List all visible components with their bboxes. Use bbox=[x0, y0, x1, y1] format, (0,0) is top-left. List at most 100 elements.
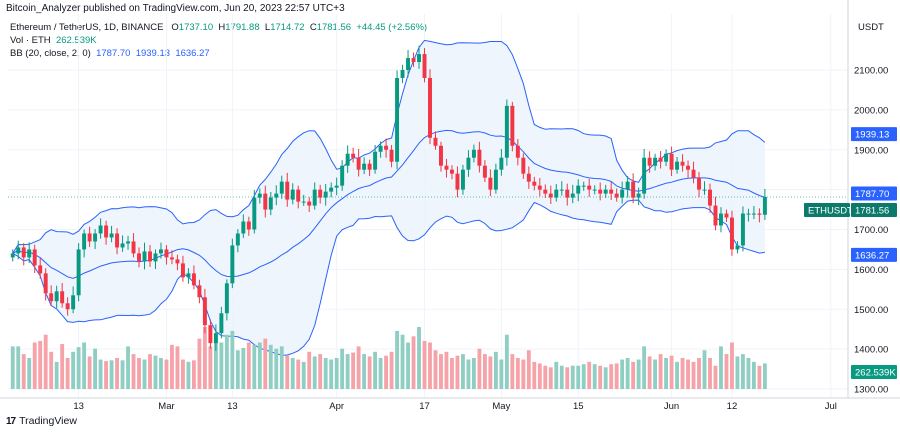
volume-bar bbox=[752, 361, 756, 389]
candle-body bbox=[323, 191, 328, 198]
volume-bar bbox=[351, 352, 356, 389]
candle-body bbox=[191, 273, 196, 286]
y-tick-label: 1500.00 bbox=[854, 305, 888, 316]
volume-bar bbox=[235, 350, 240, 389]
volume-bar bbox=[620, 359, 625, 389]
x-tick-label: Jun bbox=[664, 401, 679, 412]
volume-bar bbox=[537, 363, 542, 389]
x-tick-label: Jul bbox=[825, 401, 837, 412]
candle-body bbox=[367, 163, 372, 170]
candle-body bbox=[71, 295, 76, 310]
volume-bar bbox=[257, 342, 262, 389]
volume-bar bbox=[10, 346, 15, 389]
volume-bar bbox=[60, 344, 65, 389]
candle-body bbox=[598, 189, 603, 194]
volume-bar bbox=[746, 358, 751, 389]
volume-bar bbox=[109, 360, 114, 389]
candle-body bbox=[43, 273, 48, 294]
volume-bar bbox=[274, 348, 279, 389]
candle-body bbox=[631, 181, 636, 198]
volume-bar bbox=[757, 365, 762, 389]
candle-body bbox=[202, 297, 207, 326]
candle-body bbox=[455, 173, 460, 190]
volume-bar bbox=[219, 342, 224, 389]
volume-bar bbox=[697, 358, 701, 389]
candle-body bbox=[268, 197, 273, 210]
bb-fill bbox=[12, 40, 765, 356]
volume-bar bbox=[653, 359, 658, 389]
x-tick-label: Mar bbox=[158, 401, 174, 412]
volume-bar bbox=[504, 334, 509, 389]
candle-body bbox=[499, 157, 504, 170]
candle-body bbox=[680, 161, 685, 166]
bb-lower-tag-bg bbox=[851, 247, 897, 262]
volume-bar bbox=[181, 359, 185, 389]
volume-bar bbox=[450, 358, 454, 389]
volume-bar bbox=[307, 351, 312, 389]
candle-body bbox=[219, 313, 224, 334]
volume-bar bbox=[32, 342, 37, 389]
candle-body bbox=[620, 189, 625, 198]
close-label: C bbox=[309, 22, 317, 33]
volume-bar bbox=[246, 342, 251, 389]
candle-body bbox=[329, 187, 334, 192]
candle-body bbox=[609, 189, 614, 194]
volume-bar bbox=[708, 358, 712, 389]
candle-body bbox=[257, 193, 262, 198]
y-tick-label: 2100.00 bbox=[854, 66, 888, 77]
candle-body bbox=[757, 213, 762, 215]
tradingview-logo[interactable]: 17 TradingView bbox=[6, 415, 77, 427]
volume-bar bbox=[164, 359, 169, 389]
candle-body bbox=[746, 213, 751, 215]
volume-bar bbox=[614, 363, 619, 389]
candle-body bbox=[559, 189, 564, 191]
volume-bar bbox=[334, 358, 339, 389]
candle-body bbox=[318, 189, 323, 198]
candle-body bbox=[521, 157, 526, 174]
volume-bar bbox=[724, 354, 729, 389]
volume-bar bbox=[16, 346, 21, 389]
y-tick-label: 2000.00 bbox=[854, 105, 888, 116]
volume-bar bbox=[21, 354, 26, 389]
candle-body bbox=[576, 185, 581, 194]
volume-bar bbox=[592, 364, 597, 389]
candle-body bbox=[515, 145, 520, 158]
candle-body bbox=[729, 217, 734, 250]
x-tick-label: 17 bbox=[419, 401, 430, 412]
volume-bar bbox=[285, 355, 290, 389]
volume-bar bbox=[49, 351, 54, 389]
candle-body bbox=[460, 169, 465, 190]
y-tick-label: 1400.00 bbox=[854, 345, 888, 356]
candle-body bbox=[603, 189, 608, 194]
candle-body bbox=[98, 225, 103, 234]
volume-bar bbox=[499, 359, 504, 389]
candle-body bbox=[373, 151, 378, 170]
volume-bar bbox=[208, 346, 213, 389]
volume-bar bbox=[548, 367, 553, 389]
bb-basis-tag-bg bbox=[851, 186, 897, 201]
symbol-name[interactable]: Ethereum / TetherUS, 1D, BINANCE bbox=[10, 22, 164, 33]
candle-body bbox=[724, 213, 729, 218]
volume-bar bbox=[312, 356, 317, 389]
candle-body bbox=[570, 193, 575, 198]
volume-bar bbox=[598, 365, 603, 389]
legend-volume-row: Vol · ETH 262.539K bbox=[10, 34, 427, 47]
candle-body bbox=[142, 251, 147, 262]
candle-body bbox=[675, 161, 680, 170]
candle-body bbox=[235, 233, 240, 246]
volume-bar bbox=[153, 355, 158, 389]
candle-body bbox=[186, 273, 191, 278]
volume-bar bbox=[472, 358, 476, 389]
volume-bar bbox=[422, 340, 427, 389]
volume-bar bbox=[126, 346, 130, 389]
open-value: 1737.10 bbox=[178, 22, 214, 33]
change-value: +44.45 (+2.56%) bbox=[356, 22, 428, 33]
volume-label[interactable]: Vol · ETH bbox=[10, 35, 51, 46]
candle-body bbox=[10, 253, 15, 258]
volume-bar bbox=[27, 358, 32, 389]
volume-bar bbox=[329, 359, 334, 389]
bb-label[interactable]: BB (20, close, 2, 0) bbox=[10, 48, 91, 59]
candle-body bbox=[411, 58, 416, 63]
candle-body bbox=[27, 249, 32, 258]
